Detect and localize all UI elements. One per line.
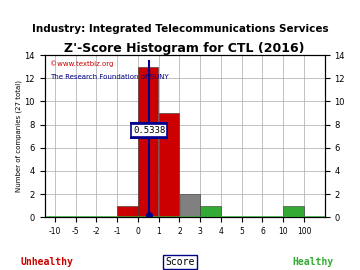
Text: Healthy: Healthy <box>293 257 334 267</box>
Text: Score: Score <box>165 257 195 267</box>
Y-axis label: Number of companies (27 total): Number of companies (27 total) <box>15 80 22 192</box>
Title: Z'-Score Histogram for CTL (2016): Z'-Score Histogram for CTL (2016) <box>64 42 305 55</box>
Bar <box>117 206 138 217</box>
Text: ©www.textbiz.org: ©www.textbiz.org <box>50 60 113 66</box>
Text: Industry: Integrated Telecommunications Services: Industry: Integrated Telecommunications … <box>32 24 328 34</box>
Bar <box>180 194 200 217</box>
Text: 0.5338: 0.5338 <box>133 126 165 135</box>
Bar <box>138 67 158 217</box>
Bar <box>283 206 304 217</box>
Text: The Research Foundation of SUNY: The Research Foundation of SUNY <box>50 75 169 80</box>
Bar <box>159 113 179 217</box>
Bar <box>201 206 221 217</box>
Text: Unhealthy: Unhealthy <box>21 257 73 267</box>
